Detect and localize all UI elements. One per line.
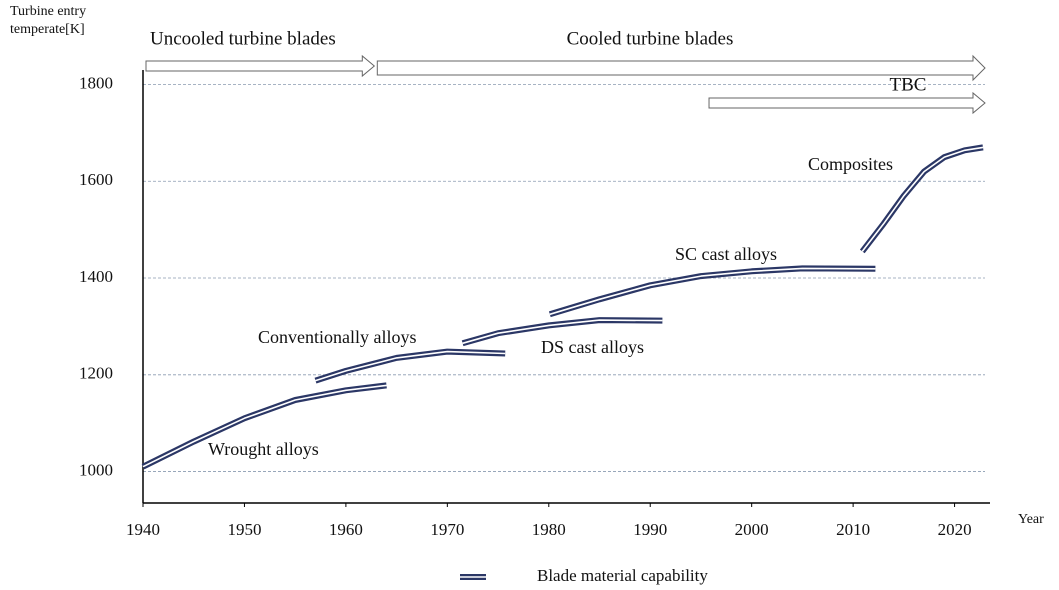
y-tick-label: 1200 (79, 364, 113, 383)
x-tick-label: 1980 (532, 520, 566, 539)
series-label: Composites (808, 154, 893, 174)
y-tick-label: 1800 (79, 73, 113, 92)
x-tick-label: 1970 (430, 520, 464, 539)
series-line-core (462, 319, 663, 345)
series-line-core (549, 267, 876, 316)
x-tick-label: 2020 (938, 520, 972, 539)
y-axis-label: temperate[K] (10, 22, 85, 37)
x-tick-label: 1990 (633, 520, 667, 539)
series-line-core (861, 146, 984, 252)
period-label: Cooled turbine blades (567, 28, 734, 49)
series-line-core (142, 384, 387, 468)
y-tick-label: 1600 (79, 170, 113, 189)
y-tick-label: 1000 (79, 460, 113, 479)
x-tick-label: 1950 (227, 520, 261, 539)
series-label: SC cast alloys (675, 244, 777, 264)
series-line-core (315, 350, 506, 382)
y-axis-label: Turbine entry (10, 4, 86, 19)
period-label: TBC (890, 74, 927, 95)
period-label: Uncooled turbine blades (150, 28, 336, 49)
period-arrow (376, 54, 986, 82)
y-tick-label: 1400 (79, 267, 113, 286)
series-label: DS cast alloys (541, 337, 644, 357)
x-tick-label: 2000 (735, 520, 769, 539)
x-axis-label: Year (1018, 512, 1044, 527)
series-label: Conventionally alloys (258, 327, 416, 347)
period-arrow (708, 91, 986, 115)
period-arrow (145, 54, 376, 78)
legend-label: Blade material capability (537, 566, 708, 585)
x-tick-label: 2010 (836, 520, 870, 539)
series-label: Wrought alloys (208, 439, 319, 459)
x-tick-label: 1960 (329, 520, 363, 539)
x-tick-label: 1940 (126, 520, 160, 539)
